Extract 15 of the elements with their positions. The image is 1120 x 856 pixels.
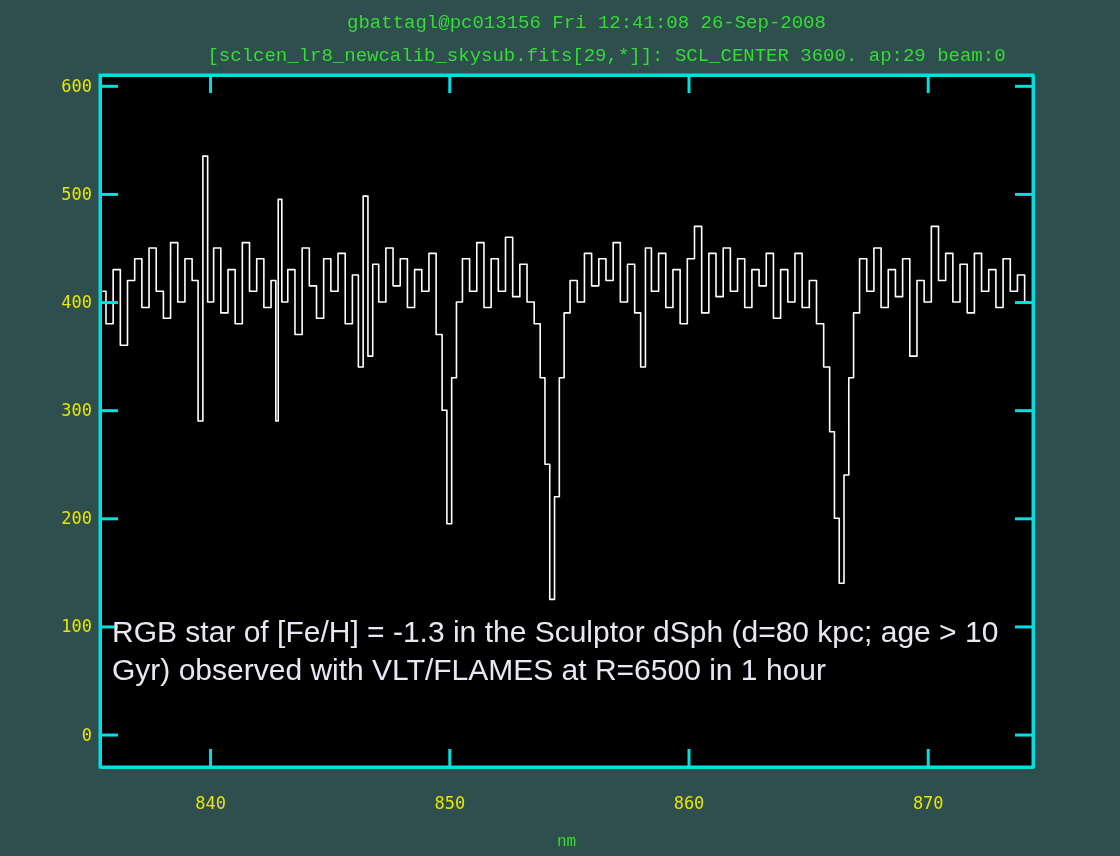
chart-title: gbattagl@pc013156 Fri 12:41:08 26-Sep-2008 — [347, 12, 826, 34]
chart-subtitle: [sclcen_lr8_newcalib_skysub.fits[29,*]]: SCL_CENTER 3600. ap:29 beam:0 — [207, 45, 1006, 67]
x-tick-label: 850 — [434, 793, 466, 814]
y-tick-label: 400 — [61, 292, 92, 312]
y-tick-label: 600 — [61, 75, 92, 96]
y-tick-label: 100 — [61, 616, 92, 637]
x-tick-label: 870 — [912, 793, 944, 814]
x-tick-label: 840 — [195, 793, 226, 814]
y-tick-label: 300 — [61, 400, 92, 421]
x-axis-title: nm — [556, 833, 577, 851]
y-tick-label: 200 — [61, 508, 92, 529]
x-tick-label: 860 — [673, 793, 705, 814]
y-tick-label: 500 — [61, 183, 92, 204]
y-tick-label: 0 — [81, 724, 92, 745]
annotation: RGB star of [Fe/H] = -1.3 in the Sculptor dSph (d=80 kpc; age > 10 Gyr) observed with VLT/FLAMES at R=6500 in 1 hour — [112, 615, 999, 686]
